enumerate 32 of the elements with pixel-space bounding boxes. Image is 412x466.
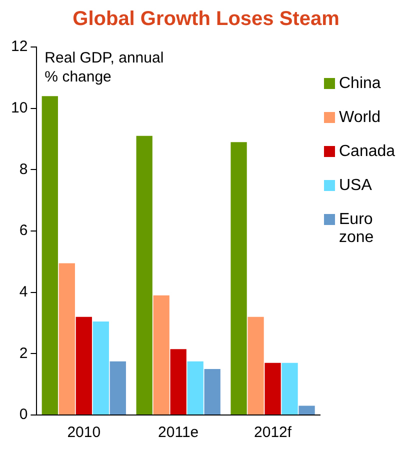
bar — [76, 316, 92, 414]
legend-label: Euro zone — [339, 211, 375, 247]
y-tick-label: 4 — [19, 283, 28, 300]
bar — [58, 263, 75, 414]
y-axis-title: Real GDP, annual % change — [44, 50, 164, 86]
bar — [204, 369, 220, 414]
bar — [170, 349, 186, 414]
legend-label: World — [339, 109, 380, 127]
y-tick-label: 0 — [19, 406, 28, 424]
y-tick-label: 6 — [19, 222, 28, 240]
y-tick-label: 12 — [10, 38, 28, 56]
bar — [282, 362, 298, 414]
x-tick-label: 2010 — [67, 424, 101, 442]
y-tick-label: 2 — [19, 344, 28, 362]
bar — [42, 96, 58, 414]
bar — [187, 361, 204, 414]
bar — [298, 406, 315, 414]
legend-label: Canada — [339, 143, 396, 161]
legend-label: USA — [339, 177, 372, 195]
bar — [153, 295, 170, 414]
y-tick-label: 8 — [19, 160, 28, 178]
y-tick-label: 10 — [10, 99, 28, 116]
bar — [136, 136, 152, 414]
chart-title: Global Growth Loses Steam — [72, 8, 340, 31]
x-tick-label: 2011e — [158, 424, 199, 442]
x-tick-label: 2012f — [254, 424, 292, 442]
bar — [110, 361, 126, 414]
bar — [248, 316, 264, 414]
bar — [264, 362, 281, 414]
legend-label: China — [339, 75, 381, 93]
bar — [92, 321, 109, 414]
bar — [230, 142, 247, 414]
